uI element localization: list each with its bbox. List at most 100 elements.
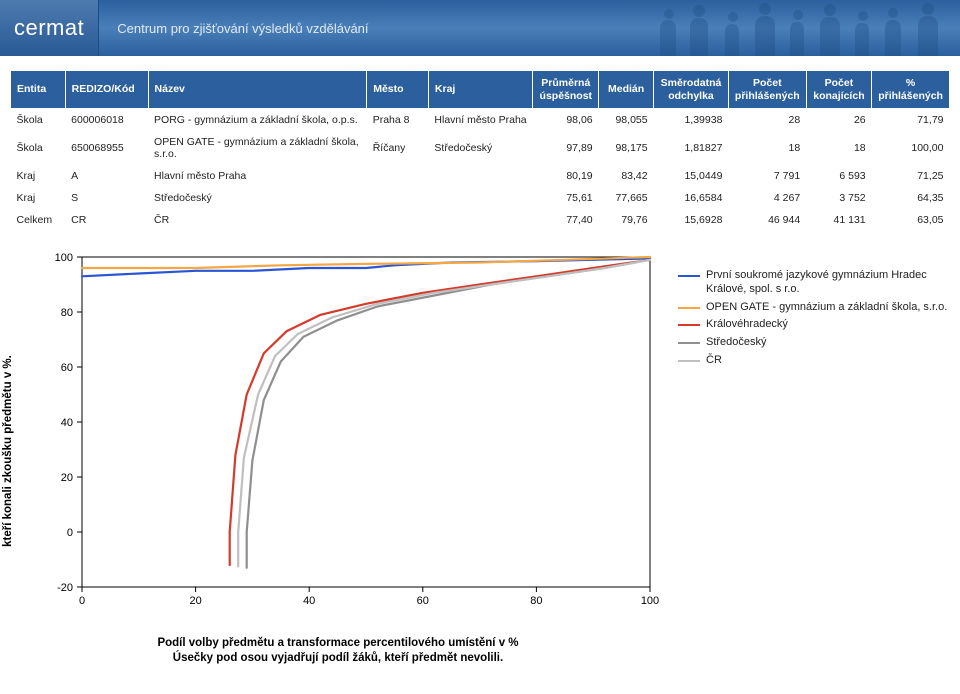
table-cell: Středočeský bbox=[428, 131, 533, 165]
table-cell: Hlavní město Praha bbox=[148, 165, 367, 187]
svg-text:40: 40 bbox=[61, 417, 73, 429]
table-cell: 4 267 bbox=[728, 187, 806, 209]
legend-label: Královéhradecký bbox=[706, 318, 788, 332]
table-cell: Celkem bbox=[11, 209, 66, 231]
legend-item: OPEN GATE - gymnázium a základní škola, … bbox=[678, 301, 950, 315]
table-cell bbox=[428, 209, 533, 231]
table-cell: 1,39938 bbox=[654, 109, 729, 132]
table-header-cell: REDIZO/Kód bbox=[65, 71, 148, 109]
table-cell: 63,05 bbox=[872, 209, 950, 231]
chart-ylabel: Průměrná úspěšnost žáků,kteří konali zko… bbox=[0, 301, 16, 601]
table-cell: OPEN GATE - gymnázium a základní škola, … bbox=[148, 131, 367, 165]
legend-swatch-icon bbox=[678, 275, 700, 277]
table-cell: Hlavní město Praha bbox=[428, 109, 533, 132]
table-cell: Říčany bbox=[367, 131, 429, 165]
table-cell: 26 bbox=[806, 109, 871, 132]
chart-box: Průměrná úspěšnost žáků,kteří konali zko… bbox=[10, 241, 666, 661]
table-cell bbox=[367, 187, 429, 209]
legend-label: První soukromé jazykové gymnázium Hradec… bbox=[706, 269, 950, 297]
table-row: KrajSStředočeský75,6177,66516,65844 2673… bbox=[11, 187, 950, 209]
svg-text:60: 60 bbox=[61, 362, 73, 374]
table-cell: Škola bbox=[11, 109, 66, 132]
svg-text:20: 20 bbox=[189, 595, 201, 607]
table-cell: 7 791 bbox=[728, 165, 806, 187]
svg-text:100: 100 bbox=[55, 252, 73, 264]
table-body: Škola600006018PORG - gymnázium a základn… bbox=[11, 109, 950, 232]
table-cell: 1,81827 bbox=[654, 131, 729, 165]
svg-text:60: 60 bbox=[417, 595, 429, 607]
svg-text:0: 0 bbox=[67, 527, 73, 539]
legend-item: První soukromé jazykové gymnázium Hradec… bbox=[678, 269, 950, 297]
table-cell: 98,06 bbox=[533, 109, 599, 132]
header-silhouettes-icon bbox=[640, 0, 960, 56]
logo-text: cermat bbox=[14, 15, 84, 41]
table-cell: ČR bbox=[148, 209, 367, 231]
table-header-cell: Směrodatnáodchylka bbox=[654, 71, 729, 109]
table-cell: 600006018 bbox=[65, 109, 148, 132]
table-cell: S bbox=[65, 187, 148, 209]
table-cell: 97,89 bbox=[533, 131, 599, 165]
svg-text:100: 100 bbox=[641, 595, 659, 607]
table-header-cell: Početpřihlášených bbox=[728, 71, 806, 109]
table-cell: CR bbox=[65, 209, 148, 231]
table-header-cell: Entita bbox=[11, 71, 66, 109]
table-cell: Středočeský bbox=[148, 187, 367, 209]
table-row: KrajAHlavní město Praha80,1983,4215,0449… bbox=[11, 165, 950, 187]
table-cell: 64,35 bbox=[872, 187, 950, 209]
table-cell: 77,665 bbox=[599, 187, 654, 209]
data-table-wrap: EntitaREDIZO/KódNázevMěsto Kraj Průměrnáús… bbox=[0, 56, 960, 237]
svg-text:80: 80 bbox=[61, 307, 73, 319]
header-banner: cermat Centrum pro zjišťování výsledků v… bbox=[0, 0, 960, 56]
svg-text:0: 0 bbox=[79, 595, 85, 607]
table-cell: Praha 8 bbox=[367, 109, 429, 132]
legend-label: ČR bbox=[706, 354, 722, 368]
table-cell: 15,6928 bbox=[654, 209, 729, 231]
table-header-cell: % přihlášených bbox=[872, 71, 950, 109]
table-cell bbox=[428, 187, 533, 209]
line-chart: 0 20 40 60 80 100 -20 0 20 40 60 80 100 bbox=[10, 241, 666, 661]
table-cell: 28 bbox=[728, 109, 806, 132]
svg-text:80: 80 bbox=[530, 595, 542, 607]
table-cell: 18 bbox=[806, 131, 871, 165]
header-subtitle: Centrum pro zjišťování výsledků vzdělává… bbox=[117, 21, 368, 36]
table-header-cell: Město bbox=[367, 71, 429, 109]
table-cell: Kraj bbox=[11, 165, 66, 187]
logo-box: cermat bbox=[0, 0, 99, 56]
table-header-cell: Průměrnáúspěšnost bbox=[533, 71, 599, 109]
table-cell: PORG - gymnázium a základní škola, o.p.s… bbox=[148, 109, 367, 132]
svg-text:40: 40 bbox=[303, 595, 315, 607]
chart-legend: První soukromé jazykové gymnázium Hradec… bbox=[666, 241, 950, 661]
table-cell: 46 944 bbox=[728, 209, 806, 231]
table-cell: 75,61 bbox=[533, 187, 599, 209]
table-cell: 98,055 bbox=[599, 109, 654, 132]
table-cell: 100,00 bbox=[872, 131, 950, 165]
table-cell: 71,25 bbox=[872, 165, 950, 187]
table-cell bbox=[428, 165, 533, 187]
table-cell: 77,40 bbox=[533, 209, 599, 231]
table-cell: 98,175 bbox=[599, 131, 654, 165]
table-cell: 16,6584 bbox=[654, 187, 729, 209]
legend-swatch-icon bbox=[678, 360, 700, 362]
legend-label: OPEN GATE - gymnázium a základní škola, … bbox=[706, 301, 947, 315]
table-header-cell: Název bbox=[148, 71, 367, 109]
table-header-cell: Medián bbox=[599, 71, 654, 109]
data-table: EntitaREDIZO/KódNázevMěsto Kraj Průměrnáús… bbox=[10, 70, 950, 231]
table-cell bbox=[367, 165, 429, 187]
table-cell: 650068955 bbox=[65, 131, 148, 165]
svg-text:20: 20 bbox=[61, 472, 73, 484]
table-cell: 83,42 bbox=[599, 165, 654, 187]
table-row: CelkemCRČR77,4079,7615,692846 94441 1316… bbox=[11, 209, 950, 231]
legend-item: Královéhradecký bbox=[678, 318, 950, 332]
table-row: Škola650068955OPEN GATE - gymnázium a zá… bbox=[11, 131, 950, 165]
table-header-cell: Početkonajících bbox=[806, 71, 871, 109]
table-cell bbox=[367, 209, 429, 231]
table-header: EntitaREDIZO/KódNázevMěstoKrajPrůměrnáús… bbox=[11, 71, 950, 109]
table-cell: 6 593 bbox=[806, 165, 871, 187]
table-cell: 41 131 bbox=[806, 209, 871, 231]
chart-xlabel: Podíl volby předmětu a transformace perc… bbox=[88, 636, 588, 665]
svg-text:-20: -20 bbox=[57, 582, 73, 594]
chart-area: Průměrná úspěšnost žáků,kteří konali zko… bbox=[0, 237, 960, 661]
table-cell: A bbox=[65, 165, 148, 187]
table-cell: 3 752 bbox=[806, 187, 871, 209]
legend-item: Středočeský bbox=[678, 336, 950, 350]
